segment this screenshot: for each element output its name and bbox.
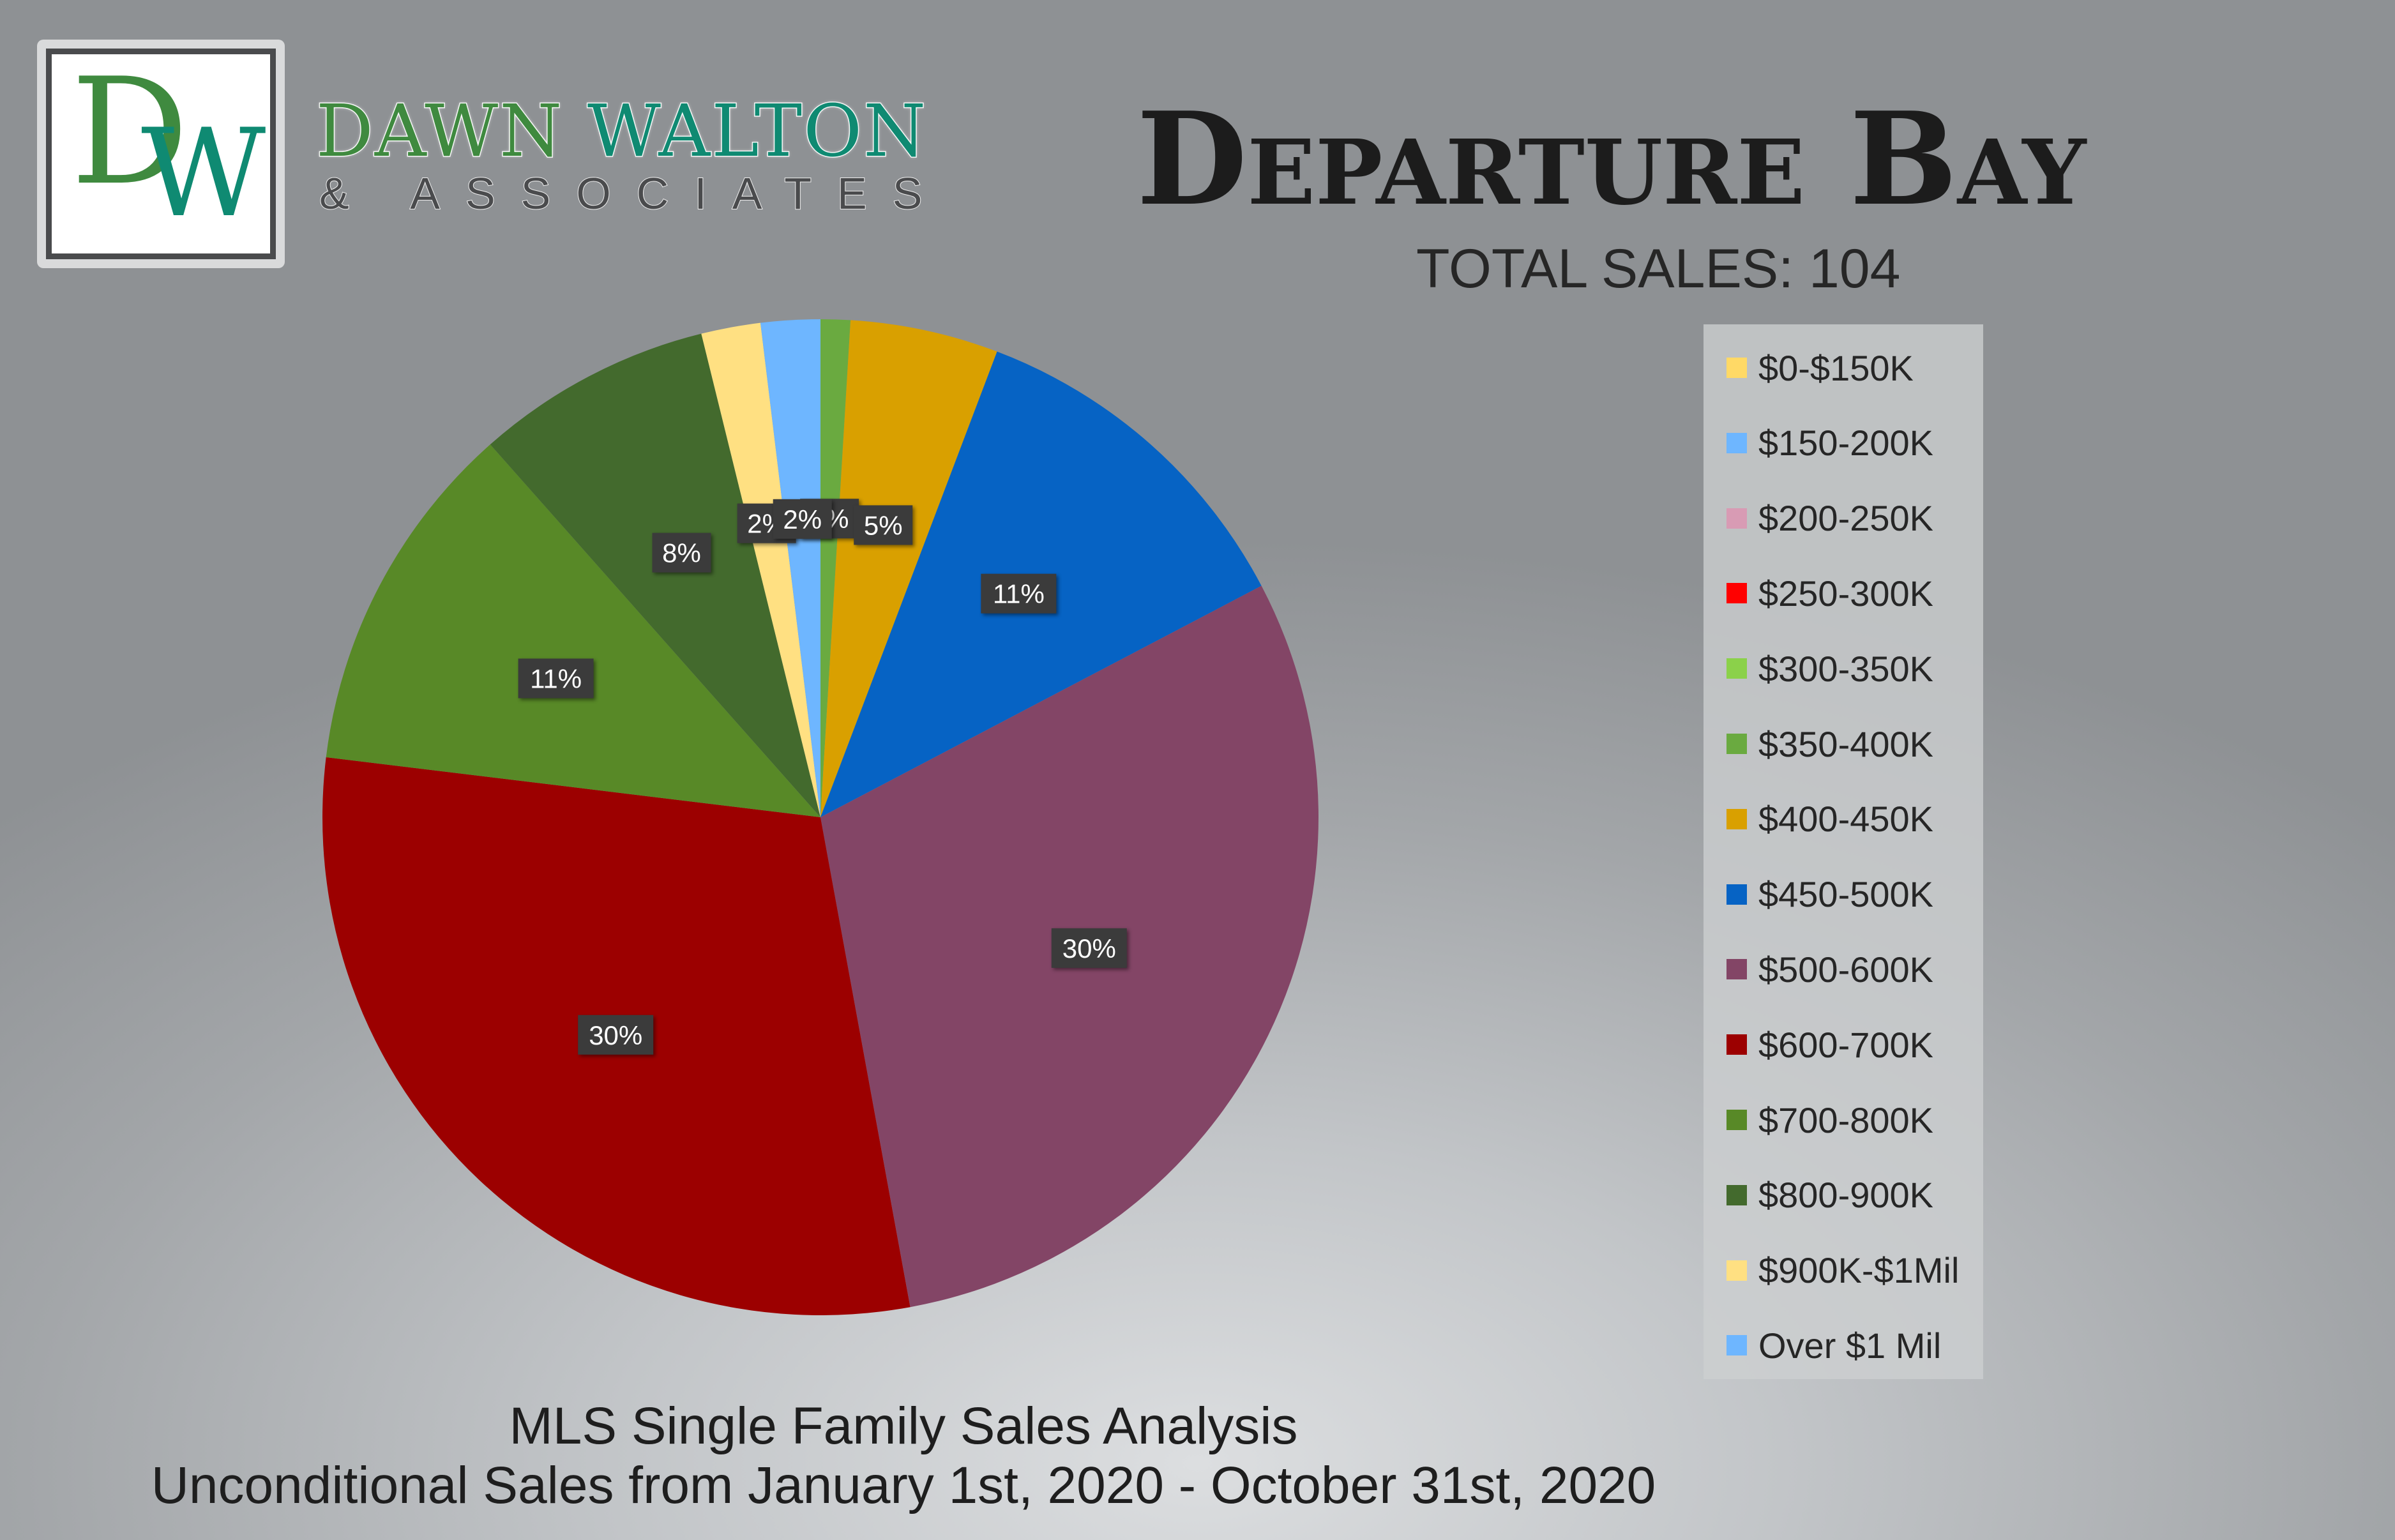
pie-slice--400-450k — [820, 320, 997, 817]
pie-data-label: 8% — [652, 532, 711, 573]
pie-chart: 1%5%11%30%30%11%8%2%2% — [322, 319, 1318, 1315]
legend-item: $350-400K — [1726, 718, 1933, 769]
legend-swatch — [1726, 658, 1747, 679]
legend-label: $200-250K — [1758, 498, 1934, 539]
pie-data-label-text: 30% — [1062, 933, 1116, 963]
pie-data-label: 5% — [854, 505, 913, 545]
pie-data-label-text: 2% — [783, 504, 822, 534]
legend-item: Over $1 Mil — [1726, 1320, 1941, 1371]
legend-swatch — [1726, 1184, 1747, 1205]
legend-item: $700-800K — [1726, 1094, 1933, 1145]
legend-swatch — [1726, 808, 1747, 829]
pie-slice-over-1-mil — [760, 319, 820, 817]
logo-letter-w: W — [141, 103, 266, 244]
pie-data-label-text: 11% — [993, 579, 1045, 609]
legend-item: $900K-$1Mil — [1726, 1245, 1959, 1296]
legend-swatch — [1726, 734, 1747, 754]
legend-swatch — [1726, 884, 1747, 905]
legend-item: $800-900K — [1726, 1170, 1933, 1221]
legend-item: $250-300K — [1726, 568, 1933, 619]
legend-label: $900K-$1Mil — [1758, 1250, 1960, 1291]
legend-swatch — [1726, 1260, 1747, 1281]
legend-label: $800-900K — [1758, 1175, 1934, 1216]
pie-data-label: 11% — [518, 658, 594, 698]
legend-item: $0-$150K — [1726, 342, 1914, 393]
pie-data-label: 30% — [578, 1015, 654, 1055]
legend-swatch — [1726, 508, 1747, 529]
legend-swatch — [1726, 1034, 1747, 1055]
brand-subtitle: & ASSOCIATES — [319, 169, 948, 218]
legend-label: $500-600K — [1758, 949, 1934, 990]
legend-item: $400-450K — [1726, 794, 1933, 845]
legend-item: $500-600K — [1726, 944, 1933, 995]
legend-label: $0-$150K — [1758, 347, 1914, 388]
pie-data-label: 2% — [773, 499, 832, 539]
legend-swatch — [1726, 358, 1747, 378]
legend-label: $150-200K — [1758, 423, 1934, 464]
pie-slice--800-900k — [490, 333, 820, 817]
pie-slice--350-400k — [820, 319, 851, 817]
pie-data-label: 30% — [1051, 928, 1127, 968]
legend-swatch — [1726, 959, 1747, 980]
logo-monogram: D W — [46, 49, 276, 259]
legend-label: $250-300K — [1758, 573, 1934, 614]
legend-swatch — [1726, 1335, 1747, 1356]
legend-label: Over $1 Mil — [1758, 1325, 1942, 1366]
brand-name-first: DAWN — [315, 90, 564, 173]
pie-data-label-text: 8% — [662, 538, 701, 568]
pie-data-label: 11% — [981, 573, 1057, 614]
legend-item: $300-350K — [1726, 643, 1933, 694]
legend-label: $400-450K — [1758, 799, 1934, 840]
legend-swatch — [1726, 583, 1747, 604]
brand-name-last: WALTON — [586, 90, 928, 173]
pie-data-label-text: 5% — [864, 510, 903, 540]
legend-label: $350-400K — [1758, 723, 1934, 764]
legend-label: $600-700K — [1758, 1024, 1934, 1065]
legend-item: $450-500K — [1726, 869, 1933, 920]
legend-item: $150-200K — [1726, 418, 1933, 469]
logo-frame: D W — [37, 40, 285, 268]
legend-item: $600-700K — [1726, 1019, 1933, 1070]
legend-swatch — [1726, 1110, 1747, 1130]
footer-line1: MLS Single Family Sales Analysis — [509, 1397, 1298, 1455]
chart-title: Departure Bay — [1137, 84, 2087, 234]
pie-slice--700-800k — [326, 444, 820, 817]
legend-item: $200-250K — [1726, 493, 1933, 544]
legend: $0-$150K $150-200K $200-250K $250-300K $300-… — [1704, 324, 1983, 1379]
total-sales: TOTAL SALES: 104 — [1416, 238, 1901, 299]
pie-slice--900k-1mil — [701, 322, 820, 817]
legend-label: $450-500K — [1758, 874, 1934, 915]
logo-letter-d: D — [71, 49, 189, 218]
footer-line2: Unconditional Sales from January 1st, 20… — [151, 1456, 1656, 1514]
legend-label: $700-800K — [1758, 1099, 1934, 1140]
pie-data-label-text: 11% — [530, 664, 582, 694]
legend-label: $300-350K — [1758, 648, 1934, 689]
pie-data-label-text: 30% — [589, 1020, 642, 1050]
brand-name: DAWN WALTON — [315, 95, 927, 169]
legend-swatch — [1726, 432, 1747, 453]
